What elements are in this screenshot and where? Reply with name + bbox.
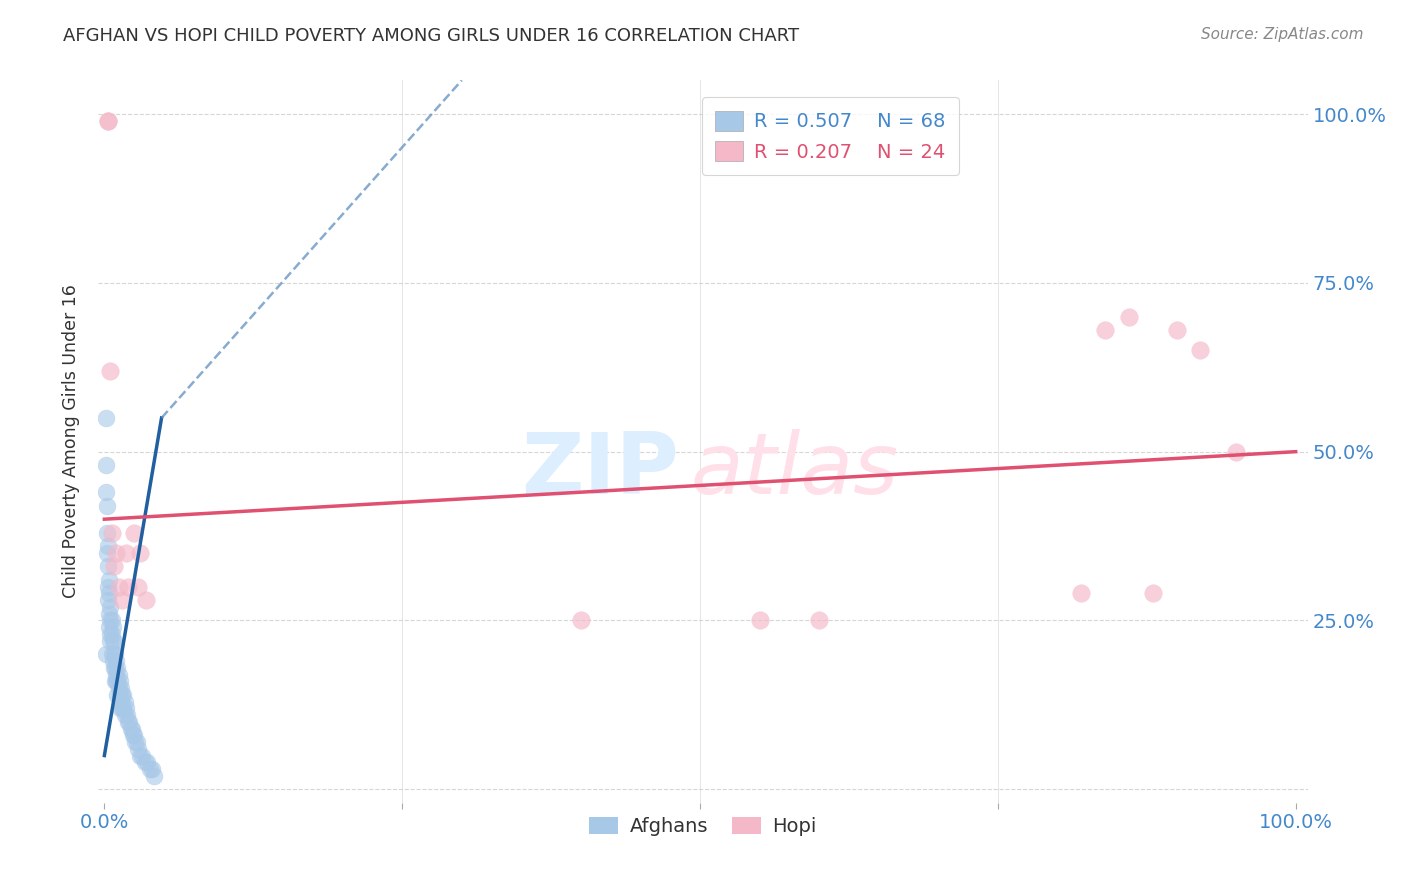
Point [117,580,139,594]
Point [98,599,121,614]
Point [94,485,117,500]
Point [112,688,135,702]
Point [122,728,145,742]
Point [97,539,120,553]
Point [105,674,128,689]
Y-axis label: Child Poverty Among Girls Under 16: Child Poverty Among Girls Under 16 [62,285,80,599]
Point [104,674,127,689]
Point [105,667,128,681]
Point [101,633,124,648]
Point [101,620,124,634]
Point [111,688,134,702]
Point [127,741,149,756]
Point [118,714,141,729]
Point [110,681,132,695]
Point [1094,323,1116,337]
Point [98,633,121,648]
Point [98,620,121,634]
Point [748,614,770,628]
Point [108,688,131,702]
Point [114,701,136,715]
Point [1166,323,1188,337]
Point [1225,444,1247,458]
Point [136,756,159,770]
Point [808,614,831,628]
Point [97,113,120,128]
Point [96,546,118,560]
Point [100,627,122,641]
Point [107,674,129,689]
Point [1118,310,1140,324]
Point [94,647,117,661]
Point [1070,586,1092,600]
Text: atlas: atlas [690,429,898,512]
Point [96,499,118,513]
Point [107,667,129,681]
Point [135,593,157,607]
Point [1142,586,1164,600]
Point [103,661,125,675]
Point [96,525,118,540]
Point [97,113,120,128]
Point [121,722,143,736]
Point [104,661,127,675]
Point [107,580,129,594]
Point [125,735,148,749]
Point [98,627,121,641]
Point [120,722,142,736]
Point [131,748,153,763]
Point [122,525,145,540]
Point [111,701,134,715]
Point [107,661,129,675]
Point [141,762,163,776]
Point [107,688,129,702]
Legend: Afghans, Hopi: Afghans, Hopi [581,809,825,844]
Point [98,607,121,621]
Point [105,546,128,560]
Point [111,593,134,607]
Point [100,614,122,628]
Text: ZIP: ZIP [522,429,679,512]
Point [98,614,121,628]
Point [98,573,121,587]
Point [115,708,138,723]
Point [108,674,131,689]
Point [103,633,125,648]
Point [114,708,136,723]
Point [138,762,160,776]
Point [97,559,120,574]
Point [94,411,117,425]
Text: Source: ZipAtlas.com: Source: ZipAtlas.com [1201,27,1364,42]
Point [103,647,125,661]
Point [105,654,128,668]
Point [110,694,132,708]
Point [98,586,121,600]
Point [97,580,120,594]
Point [98,364,121,378]
Point [112,701,135,715]
Point [117,714,139,729]
Point [122,728,145,742]
Text: AFGHAN VS HOPI CHILD POVERTY AMONG GIRLS UNDER 16 CORRELATION CHART: AFGHAN VS HOPI CHILD POVERTY AMONG GIRLS… [63,27,800,45]
Point [569,614,592,628]
Point [129,748,152,763]
Point [124,735,146,749]
Point [103,559,125,574]
Point [100,525,122,540]
Point [127,580,149,594]
Point [101,654,124,668]
Point [114,694,136,708]
Point [1189,343,1212,358]
Point [143,769,166,783]
Point [104,647,127,661]
Point [100,647,122,661]
Point [129,546,152,560]
Point [107,681,129,695]
Point [108,701,131,715]
Point [114,546,136,560]
Point [94,458,117,472]
Point [97,593,120,607]
Point [134,756,156,770]
